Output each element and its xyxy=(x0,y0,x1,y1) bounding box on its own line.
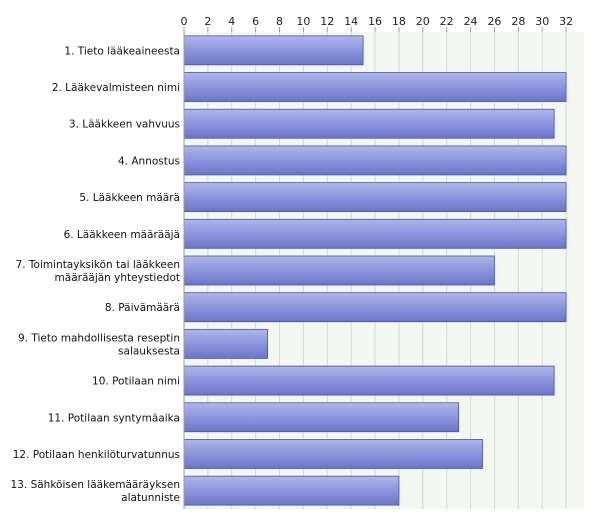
bar xyxy=(183,255,495,286)
x-tick-label: 0 xyxy=(181,15,188,28)
category-label: 5. Lääkkeen määrä xyxy=(79,192,180,204)
x-tick-label: 30 xyxy=(535,15,549,28)
bar xyxy=(183,365,555,396)
category-label-line: 1. Tieto lääkeaineesta xyxy=(64,45,180,57)
bars xyxy=(183,35,567,506)
category-label-line: 8. Päivämäärä xyxy=(105,302,180,314)
x-tick-label: 2 xyxy=(204,15,211,28)
x-tick-label: 18 xyxy=(392,15,406,28)
category-label: 8. Päivämäärä xyxy=(105,302,180,314)
x-axis: 0 2 4 6 8 10 12 14 16 18 20 22 24 26 28 30 32 xyxy=(181,15,573,32)
category-label-line: salauksesta xyxy=(118,345,180,357)
category-label: 3. Lääkkeen vahvuus xyxy=(69,119,180,131)
category-label-line: 5. Lääkkeen määrä xyxy=(79,192,180,204)
category-label-line: 2. Lääkevalmisteen nimi xyxy=(52,82,180,94)
category-label: 12. Potilaan henkilöturvatunnus xyxy=(13,449,180,461)
category-label: 1. Tieto lääkeaineesta xyxy=(64,45,180,57)
category-label-line: 10. Potilaan nimi xyxy=(92,376,180,388)
category-label-line: 6. Lääkkeen määrääjä xyxy=(64,229,180,241)
x-tick-label: 24 xyxy=(464,15,478,28)
bar xyxy=(183,475,400,506)
category-label: 2. Lääkevalmisteen nimi xyxy=(52,82,180,94)
x-tick-label: 10 xyxy=(296,15,310,28)
category-label-line: 3. Lääkkeen vahvuus xyxy=(69,119,180,131)
x-tick-label: 6 xyxy=(252,15,259,28)
category-label: 10. Potilaan nimi xyxy=(92,376,180,388)
bar xyxy=(183,182,567,213)
x-tick-label: 8 xyxy=(276,15,283,28)
category-label-line: 13. Sähköisen lääkemääräyksen xyxy=(11,479,180,491)
bar xyxy=(183,108,555,139)
bar xyxy=(183,402,460,433)
category-label: 4. Annostus xyxy=(118,155,180,167)
category-label-line: 11. Potilaan syntymäaika xyxy=(48,412,180,424)
x-tick-label: 28 xyxy=(511,15,525,28)
x-tick-label: 4 xyxy=(228,15,235,28)
category-label-line: määrääjän yhteystiedot xyxy=(55,272,180,284)
bar xyxy=(183,292,567,323)
bar xyxy=(183,72,567,102)
x-tick-label: 14 xyxy=(344,15,358,28)
category-label-line: alatunniste xyxy=(121,492,180,504)
bar xyxy=(183,35,364,66)
x-tick-label: 20 xyxy=(416,15,430,28)
x-tick-label: 16 xyxy=(368,15,382,28)
bar xyxy=(183,145,567,176)
bar xyxy=(183,218,567,249)
category-label: 9. Tieto mahdollisesta reseptin salaukses… xyxy=(18,332,180,357)
category-label-line: 4. Annostus xyxy=(118,155,180,167)
x-tick-label: 22 xyxy=(440,15,454,28)
bar xyxy=(183,439,483,469)
x-tick-label: 12 xyxy=(320,15,334,28)
category-label: 6. Lääkkeen määrääjä xyxy=(64,229,180,241)
x-tick-label: 26 xyxy=(487,15,501,28)
category-label-line: 12. Potilaan henkilöturvatunnus xyxy=(13,449,180,461)
category-label-line: 7. Toimintayksikön tai lääkkeen xyxy=(16,259,180,271)
category-label: 7. Toimintayksikön tai lääkkeen määrääjän… xyxy=(16,259,180,284)
category-label-line: 9. Tieto mahdollisesta reseptin xyxy=(18,332,180,344)
category-label: 11. Potilaan syntymäaika xyxy=(48,412,180,424)
category-label: 13. Sähköisen lääkemääräyksen alatunniste xyxy=(11,479,180,504)
category-labels: 1. Tieto lääkeaineesta 2. Lääkevalmisteen… xyxy=(11,45,180,504)
bar xyxy=(183,328,268,359)
x-tick-label: 32 xyxy=(559,15,573,28)
